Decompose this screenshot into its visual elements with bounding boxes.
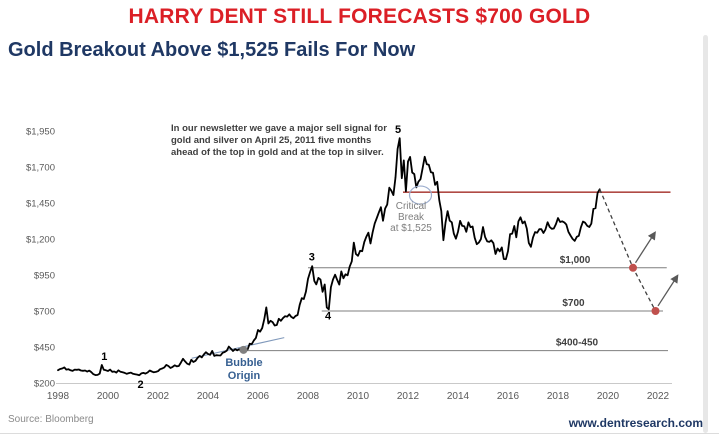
bubble-origin-line: Bubble: [225, 357, 263, 369]
x-axis-tick-label: 1998: [47, 391, 70, 402]
rebound-arrow: [657, 274, 679, 307]
x-axis-tick-label: 2002: [147, 391, 170, 402]
wave-label-2: 2: [137, 379, 143, 391]
x-axis-tick-label: 2018: [547, 391, 570, 402]
critical-break-line: at $1,525: [390, 223, 432, 234]
x-axis-tick-label: 2006: [247, 391, 270, 402]
forecast-target-dot: [629, 263, 637, 272]
bubble-origin-line: Origin: [227, 370, 261, 382]
rebound-arrow: [634, 231, 656, 264]
website-link[interactable]: www.dentresearch.com: [568, 416, 703, 430]
x-axis-tick-label: 2016: [497, 391, 520, 402]
bottom-divider: [0, 433, 719, 434]
wave-label-5: 5: [395, 124, 401, 136]
newsletter-annotation: In our newsletter we gave a major sell s…: [171, 123, 387, 159]
wave-label-4: 4: [325, 311, 332, 323]
x-axis-tick-label: 2010: [347, 391, 370, 402]
y-axis-tick-label: $950: [34, 271, 55, 282]
critical-break-annotation: Critical Break at $1,525: [376, 201, 446, 234]
y-axis-tick-label: $700: [34, 307, 55, 318]
target-level-label: $700: [562, 298, 585, 309]
newsletter-annotation-line: ahead of the top in gold and at the top …: [171, 147, 384, 158]
x-axis-tick-label: 2000: [97, 391, 120, 402]
wave-label-3: 3: [309, 252, 315, 264]
target-level-label: $400-450: [556, 338, 599, 349]
scrollbar[interactable]: [703, 35, 708, 433]
forecast-target-dot: [651, 307, 660, 315]
newsletter-annotation-line: gold and silver on April 25, 2011 five m…: [171, 135, 372, 146]
x-axis-tick-label: 2008: [297, 391, 320, 402]
page-title: HARRY DENT STILL FORECASTS $700 GOLD: [128, 5, 591, 28]
bubble-origin-dot: [239, 345, 248, 354]
source-credit: Source: Bloomberg: [8, 414, 94, 425]
y-axis-tick-label: $1,950: [26, 127, 55, 138]
y-axis-tick-label: $200: [34, 379, 55, 390]
x-axis-tick-label: 2004: [197, 391, 220, 402]
bubble-origin-annotation: Bubble Origin: [211, 357, 277, 383]
y-axis-tick-label: $450: [34, 343, 55, 354]
x-axis-tick-label: 2014: [447, 391, 470, 402]
x-axis-tick-label: 2022: [647, 391, 670, 402]
y-axis-tick-label: $1,700: [26, 163, 55, 174]
target-level-label: $1,000: [560, 255, 591, 266]
x-axis-tick-label: 2020: [597, 391, 620, 402]
newsletter-annotation-line: In our newsletter we gave a major sell s…: [171, 123, 387, 134]
wave-label-1: 1: [101, 351, 107, 363]
critical-break-circle: [408, 185, 433, 205]
bubble-trend-line: [191, 337, 285, 359]
x-axis-tick-label: 2012: [397, 391, 420, 402]
y-axis-tick-label: $1,200: [26, 235, 55, 246]
critical-break-line: Break: [397, 212, 425, 223]
forecast-dashed-path: [599, 189, 657, 312]
y-axis-tick-label: $1,450: [26, 199, 55, 210]
chart-subtitle: Gold Breakout Above $1,525 Fails For Now: [8, 39, 416, 61]
gold-price-line: [57, 137, 601, 377]
critical-break-line: Critical: [395, 201, 427, 212]
